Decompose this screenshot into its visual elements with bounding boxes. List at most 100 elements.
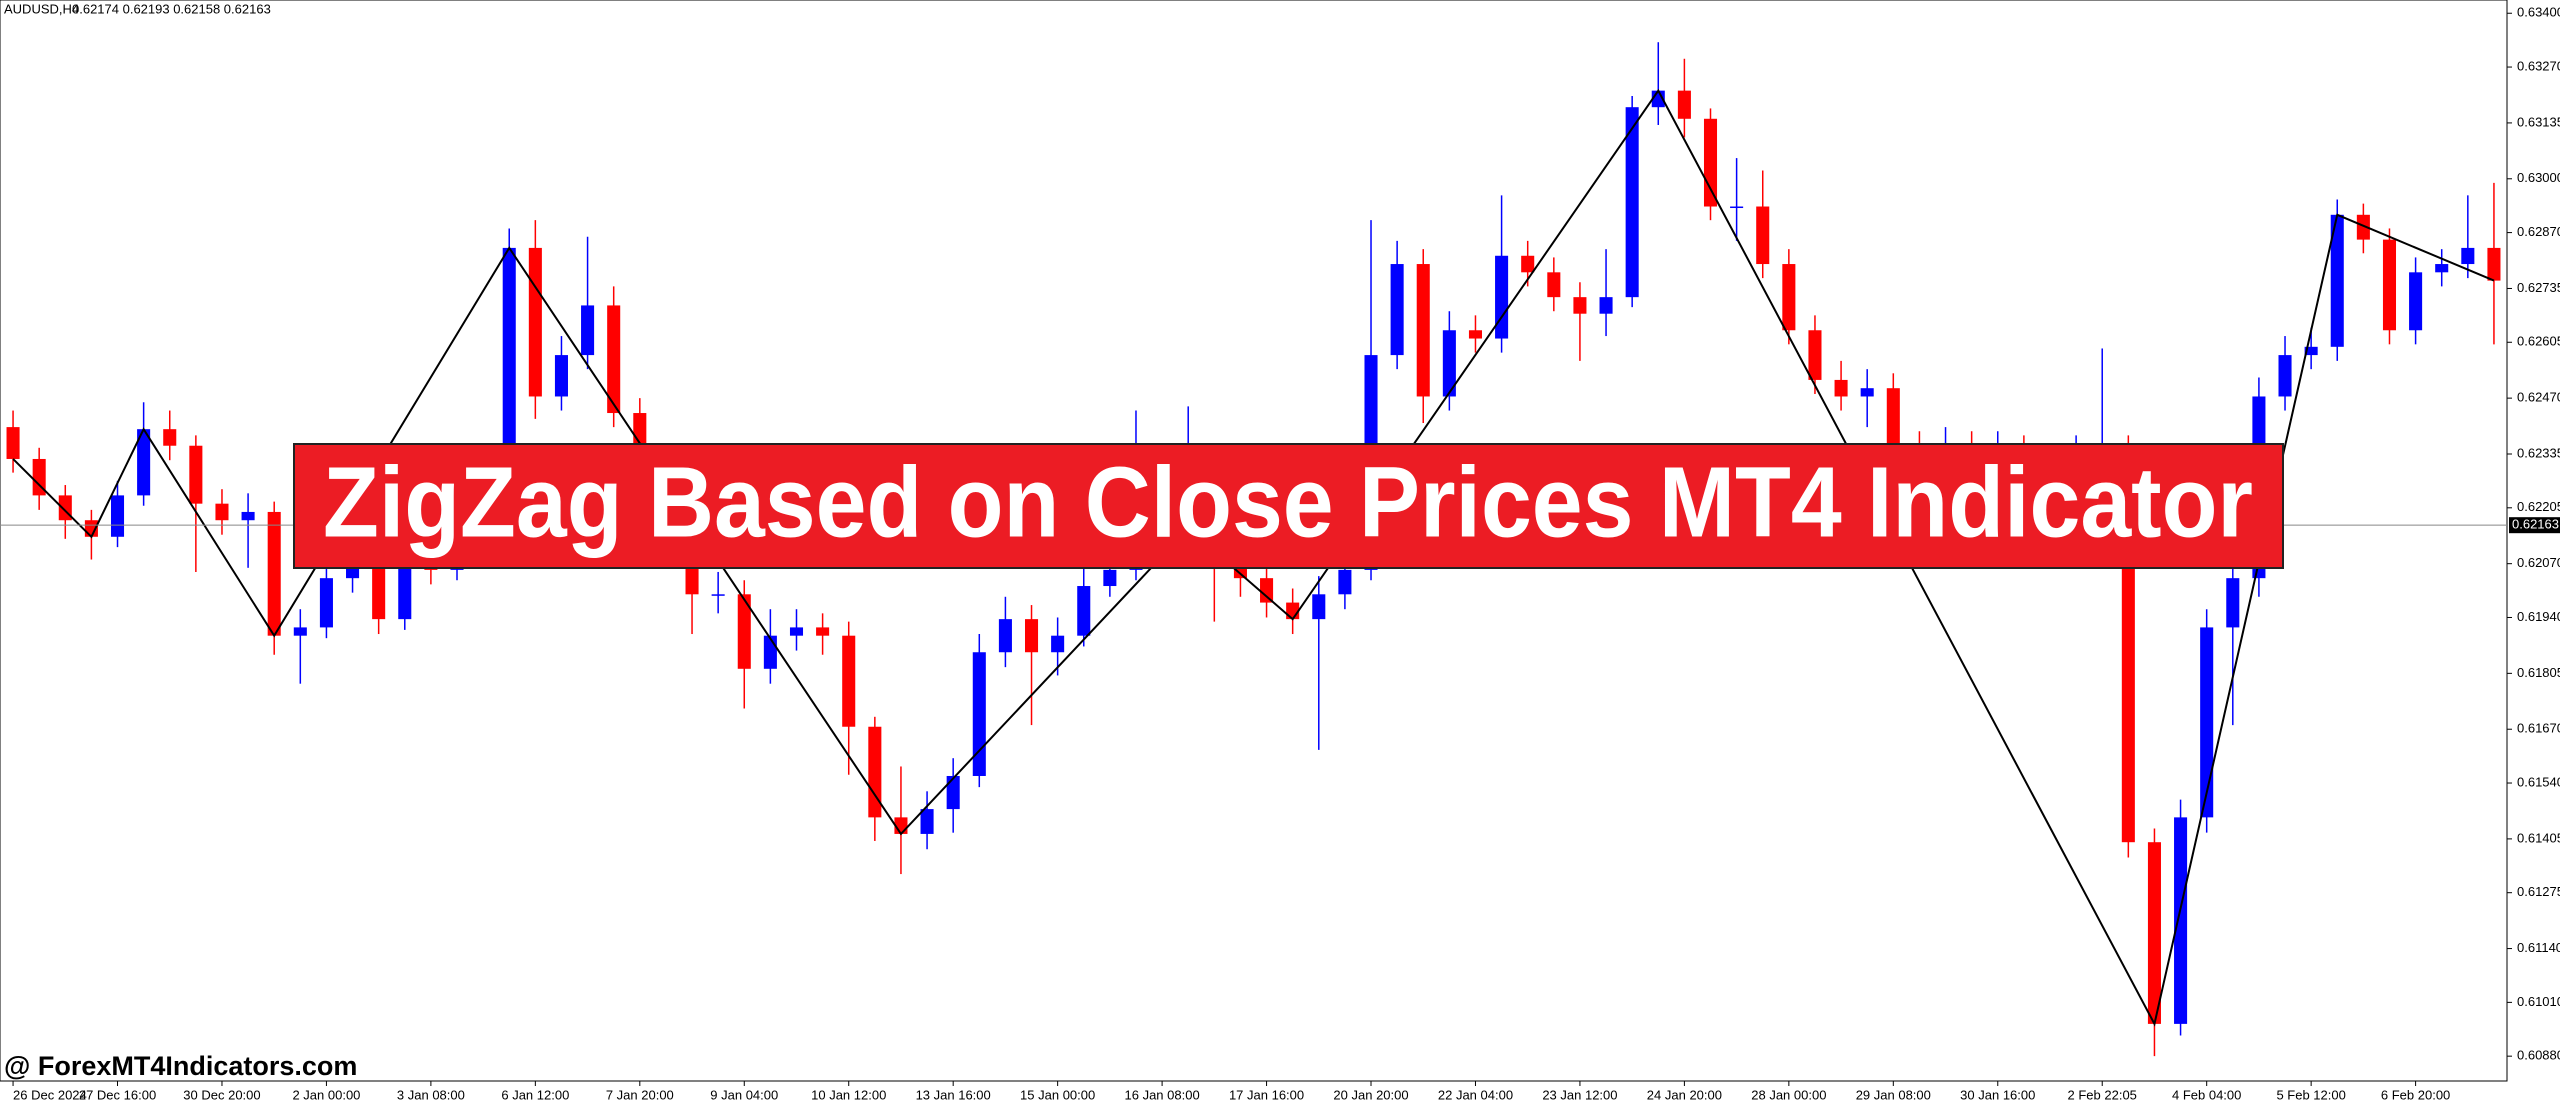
y-tick-label: 0.62735 [2517,280,2560,295]
candle-body [189,445,203,504]
candle-body [1782,264,1796,331]
candle-body [1495,255,1509,339]
y-tick-label: 0.62470 [2517,390,2560,405]
candle-body [1051,635,1065,653]
y-tick-label: 0.62335 [2517,445,2560,460]
y-tick-label: 0.63135 [2517,114,2560,129]
x-tick-label: 10 Jan 12:00 [811,1087,886,1102]
candle-body [1730,206,1744,209]
x-tick-label: 6 Feb 20:00 [2381,1087,2450,1102]
x-tick-label: 26 Dec 2024 [13,1087,87,1102]
candle-body [1703,118,1718,207]
candle-body [1442,330,1456,397]
x-tick-label: 24 Jan 20:00 [1647,1087,1722,1102]
watermark: @ ForexMT4Indicators.com [4,1051,357,1081]
candle-body [215,503,229,521]
candle-body [1677,90,1691,119]
banner [293,443,2284,569]
x-tick-label: 27 Dec 16:00 [79,1087,156,1102]
zigzag-line [12,88,2495,1027]
y-tick-label: 0.62605 [2517,334,2560,349]
x-tick-label: 7 Jan 20:00 [606,1087,674,1102]
banner-text: ZigZag Based on Close Prices MT4 Indicat… [323,446,2253,558]
candle-body [2461,247,2475,265]
y-tick-label: 0.62205 [2517,499,2560,514]
candle-body [2409,272,2423,331]
candle-body [763,635,777,669]
x-tick-label: 17 Jan 16:00 [1229,1087,1304,1102]
candle-body [6,427,20,459]
x-tick-label: 28 Jan 00:00 [1751,1087,1826,1102]
x-tick-label: 15 Jan 00:00 [1020,1087,1095,1102]
candle-body [528,247,542,397]
y-tick-label: 0.61275 [2517,884,2560,899]
candle-body [972,652,986,776]
x-tick-label: 4 Feb 04:00 [2172,1087,2241,1102]
x-tick-label: 16 Jan 08:00 [1125,1087,1200,1102]
candle-body [868,726,882,818]
candle-body [2435,264,2449,273]
candle-body [1756,206,1770,265]
x-tick-label: 23 Jan 12:00 [1542,1087,1617,1102]
x-tick-label: 20 Jan 20:00 [1333,1087,1408,1102]
y-tick-label: 0.63000 [2517,170,2560,185]
candle-body [293,627,307,636]
candle-body [1521,255,1535,273]
candle-body [1625,107,1639,298]
candle-body [1547,272,1561,298]
candle-body [946,775,960,810]
candle-body [372,561,386,620]
candle-body [2487,247,2501,281]
candle-body [2147,842,2161,1024]
candle-body [1103,569,1117,587]
candle-body [2304,346,2318,356]
y-tick-label: 0.61670 [2517,721,2560,736]
y-tick-label: 0.61140 [2517,940,2560,955]
candle-body [2226,578,2240,628]
y-tick-label: 0.60880 [2517,1048,2560,1063]
candle-body [2174,817,2188,1024]
x-tick-label: 13 Jan 16:00 [916,1087,991,1102]
x-tick-label: 3 Jan 08:00 [397,1087,465,1102]
candle-body [1808,330,1822,380]
candle-body [1573,297,1587,314]
candle-body [1468,330,1483,339]
x-tick-label: 2 Jan 00:00 [292,1087,360,1102]
x-tick-label: 29 Jan 08:00 [1856,1087,1931,1102]
candle-body [1024,619,1039,653]
last-price-box [2509,517,2560,534]
y-tick-label: 0.61010 [2517,994,2560,1009]
x-tick-label: 9 Jan 04:00 [710,1087,778,1102]
x-tick-label: 30 Dec 20:00 [183,1087,260,1102]
quote: 0.62174 0.62193 0.62158 0.62163 [72,1,271,16]
y-tick-label: 0.61405 [2517,830,2560,845]
candle-body [1390,264,1404,356]
candle-body [607,305,621,414]
y-tick-label: 0.61805 [2517,665,2560,680]
candle-body [1077,586,1091,636]
candle-body [1599,297,1613,314]
candle-body [1312,594,1326,620]
candle-body [1260,578,1274,603]
x-tick-label: 22 Jan 04:00 [1438,1087,1513,1102]
candle-body [267,511,281,636]
candle-body [2382,239,2397,331]
x-tick-label: 5 Feb 12:00 [2276,1087,2345,1102]
x-tick-label: 30 Jan 16:00 [1960,1087,2035,1102]
y-tick-label: 0.62070 [2517,555,2560,570]
candle-body [920,809,934,834]
candle-body [842,635,856,727]
candle-body [581,305,595,356]
candle-body [137,429,151,496]
candle-body [241,511,255,521]
candle-body [2200,627,2214,818]
last-price-label: 0.62163 [2512,517,2559,532]
candle-body [2330,214,2344,347]
candle-body [1860,388,1874,397]
candle-body [1834,379,1848,397]
candle-body [554,355,568,397]
candle-body [319,578,333,628]
candle-body [398,561,412,620]
